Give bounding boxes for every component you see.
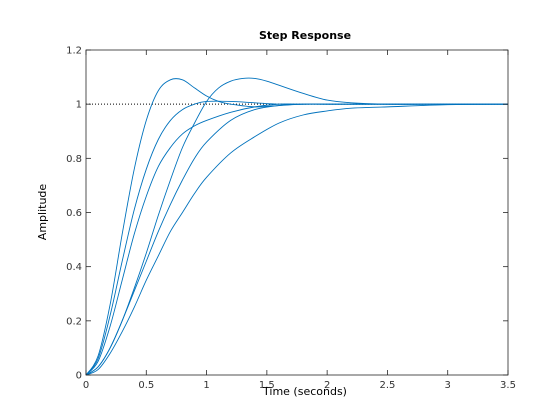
- y-tick-label: 0.6: [66, 208, 82, 219]
- series-line-6: [85, 103, 509, 376]
- tick-layer: 0 0.5 1 1.5 2 2.5 3 3.5 0 0.2 0.4 0.6 0.8 1 1.2: [66, 46, 516, 392]
- y-tick-label: 0.8: [66, 154, 82, 165]
- y-tick-label: 0: [76, 371, 82, 382]
- x-tick-label: 2: [324, 380, 330, 391]
- y-tick-label: 0.2: [66, 316, 82, 327]
- y-tick-label: 1.2: [66, 46, 82, 57]
- series-line-5: [85, 103, 508, 376]
- y-axis-label: Amplitude: [36, 184, 49, 241]
- x-tick-label: 0.5: [138, 380, 154, 391]
- x-tick-label: 3.5: [500, 380, 516, 391]
- x-axis-label: Time (seconds): [262, 385, 347, 398]
- y-tick-label: 1: [76, 100, 82, 111]
- x-tick-label: 1.5: [259, 380, 275, 391]
- plot-area: [86, 50, 508, 375]
- series-layer: [85, 77, 509, 376]
- x-tick-label: 2.5: [379, 380, 395, 391]
- series-line-4: [85, 77, 508, 376]
- x-tick-label: 1: [203, 380, 209, 391]
- x-tick-label: 3: [445, 380, 451, 391]
- chart-title: Step Response: [259, 29, 351, 42]
- y-tick-label: 0.4: [66, 262, 82, 273]
- x-tick-label: 0: [83, 380, 89, 391]
